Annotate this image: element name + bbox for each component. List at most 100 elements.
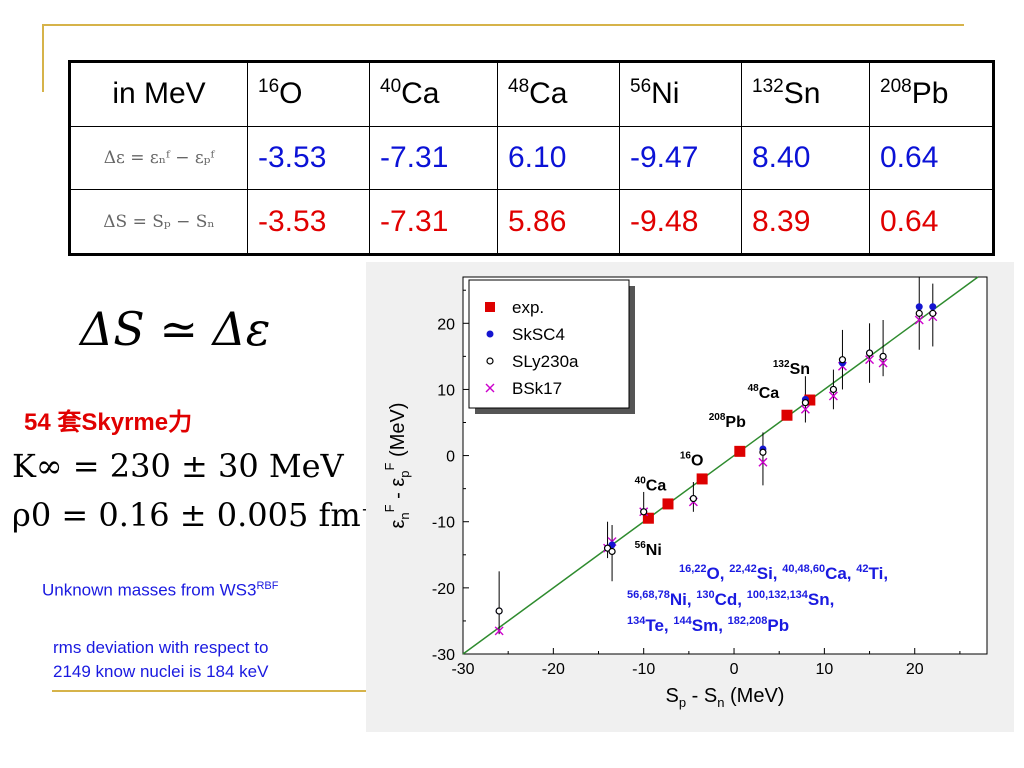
bsk17-point <box>800 404 810 414</box>
nucleus-mass: 16 <box>680 451 692 462</box>
x-tick-label: 0 <box>730 661 739 678</box>
exp-point <box>696 473 708 485</box>
bsk17-point <box>914 315 924 325</box>
nucleus-label: 40Ca <box>635 476 667 495</box>
annotation-mass: 42 <box>856 563 868 575</box>
bsk17-point <box>494 626 504 636</box>
y-tick-label: -10 <box>432 515 455 532</box>
table-cell: 8.40 <box>741 125 870 191</box>
annotation-mass: 16,22 <box>679 563 707 575</box>
nucleus-mass: 48 <box>748 383 760 394</box>
sksc4-point <box>929 303 937 311</box>
sly230a-point <box>759 448 767 456</box>
nucleus-mass: 132 <box>773 359 790 370</box>
sly230a-point <box>838 356 847 364</box>
nucleus-symbol: Pb <box>725 414 746 431</box>
x-tick-label: -10 <box>632 661 655 678</box>
rms-note: rms deviation with respect to 2149 know … <box>53 636 268 684</box>
annotation-symbol: Pb <box>767 616 789 635</box>
exp-point <box>804 394 816 406</box>
y-tick-label: 20 <box>437 316 455 333</box>
annotation-symbol: Ni, <box>670 590 696 609</box>
nucleus-symbol: Sn <box>790 361 810 378</box>
exp-point <box>781 409 793 421</box>
scatter-chart: -30 -20 -10 0 10 20-30-20-1001020132Sn48Ca208… <box>366 262 1014 732</box>
table-cell: -9.48 <box>619 189 742 255</box>
sly230a-point <box>640 508 648 516</box>
bottom-rule <box>52 690 366 692</box>
table-cell: -9.47 <box>619 125 742 191</box>
legend-marker <box>486 357 494 365</box>
table-cell: -7.31 <box>369 189 498 255</box>
nucleus-label: 132Sn <box>773 359 810 378</box>
table-cell: -3.53 <box>247 189 370 255</box>
rho0-equation: ρ0 = 0.16 ± 0.005 fm⁻³ <box>12 496 391 534</box>
left-rule <box>42 24 44 92</box>
table-cell: 0.64 <box>869 125 994 191</box>
nucleus-symbol: Ca <box>759 385 780 402</box>
legend-label: BSk17 <box>512 379 562 398</box>
annotation-symbol: Ti, <box>869 564 889 583</box>
bsk17-point <box>758 457 768 467</box>
nucleus-header: 132Sn <box>741 61 870 127</box>
legend-label: exp. <box>512 298 544 317</box>
reference-line <box>462 276 979 655</box>
x-marker-stroke <box>914 315 924 325</box>
x-tick-label: -30 <box>451 661 474 678</box>
sksc4-point <box>915 303 923 311</box>
exp-point <box>642 512 654 524</box>
annotation-mass: 22,42 <box>729 563 757 575</box>
nucleus-symbol: Ca <box>646 478 667 495</box>
x-marker-stroke <box>485 383 495 393</box>
y-tick-label: -30 <box>432 647 455 664</box>
bsk17-point <box>828 391 838 401</box>
nucleus-label: 16O <box>680 451 704 470</box>
nuclei-annotation-line: 56,68,78Ni, 130Cd, 100,132,134Sn, <box>627 589 834 609</box>
sly230a-point <box>865 349 874 357</box>
annotation-mass: 130 <box>696 589 714 601</box>
top-rule <box>42 24 964 26</box>
annotation-mass: 144 <box>673 615 692 627</box>
x-marker-stroke <box>758 457 768 467</box>
table-cell: 8.39 <box>741 189 870 255</box>
table-row-delta-s: ΔS = Sₚ − Sₙ -3.53 -7.31 5.86 -9.48 8.39… <box>69 189 994 255</box>
rms-line: 2149 know nuclei is 184 keV <box>53 662 269 681</box>
table-cell: -7.31 <box>369 125 498 191</box>
nucleus-header: 208Pb <box>869 61 994 127</box>
nucleus-symbol: Ni <box>646 542 662 559</box>
exp-point <box>662 498 674 510</box>
sly230a-point <box>608 547 616 556</box>
sly230a-point <box>689 494 697 503</box>
nucleus-symbol: O <box>691 453 703 470</box>
annotation-symbol: Sn, <box>808 590 834 609</box>
row-label: Δε = εₙᶠ − εₚᶠ <box>69 125 248 191</box>
annotation-mass: 40,48,60 <box>782 563 825 575</box>
nucleus-mass: 56 <box>635 540 647 551</box>
x-marker-stroke <box>828 391 838 401</box>
approx-equation: ΔS ≃ Δε <box>80 302 271 356</box>
annotation-mass: 134 <box>627 615 646 627</box>
sly230a-point <box>915 309 923 317</box>
table-header-row: in MeV 16O 40Ca 48Ca 56Ni 132Sn 208Pb <box>69 61 994 127</box>
legend-marker <box>485 302 495 312</box>
bsk17-point <box>865 355 875 365</box>
bsk17-point <box>878 358 888 368</box>
x-tick-label: 20 <box>906 661 924 678</box>
table-cell: 5.86 <box>497 189 620 255</box>
unit-label: in MeV <box>69 61 248 127</box>
results-table: in MeV 16O 40Ca 48Ca 56Ni 132Sn 208Pb Δε… <box>68 60 995 256</box>
nucleus-label: 48Ca <box>748 383 780 402</box>
x-marker-stroke <box>494 626 504 636</box>
y-tick-label: 10 <box>437 382 455 399</box>
nucleus-label: 56Ni <box>635 540 662 559</box>
chart-legend: exp. SkSC4 SLy230a BSk17 <box>468 279 635 414</box>
annotation-mass: 56,68,78 <box>627 589 670 601</box>
x-tick-label: 10 <box>815 661 833 678</box>
y-tick-label: 0 <box>446 449 455 466</box>
x-tick-label: -20 <box>542 661 565 678</box>
table-row-delta-epsilon: Δε = εₙᶠ − εₚᶠ -3.53 -7.31 6.10 -9.47 8.… <box>69 125 994 191</box>
skyrme-note: 54 套Skyrme力 <box>24 409 193 436</box>
exp-point <box>734 445 746 457</box>
sly230a-point <box>495 607 503 615</box>
nucleus-header: 40Ca <box>369 61 498 127</box>
